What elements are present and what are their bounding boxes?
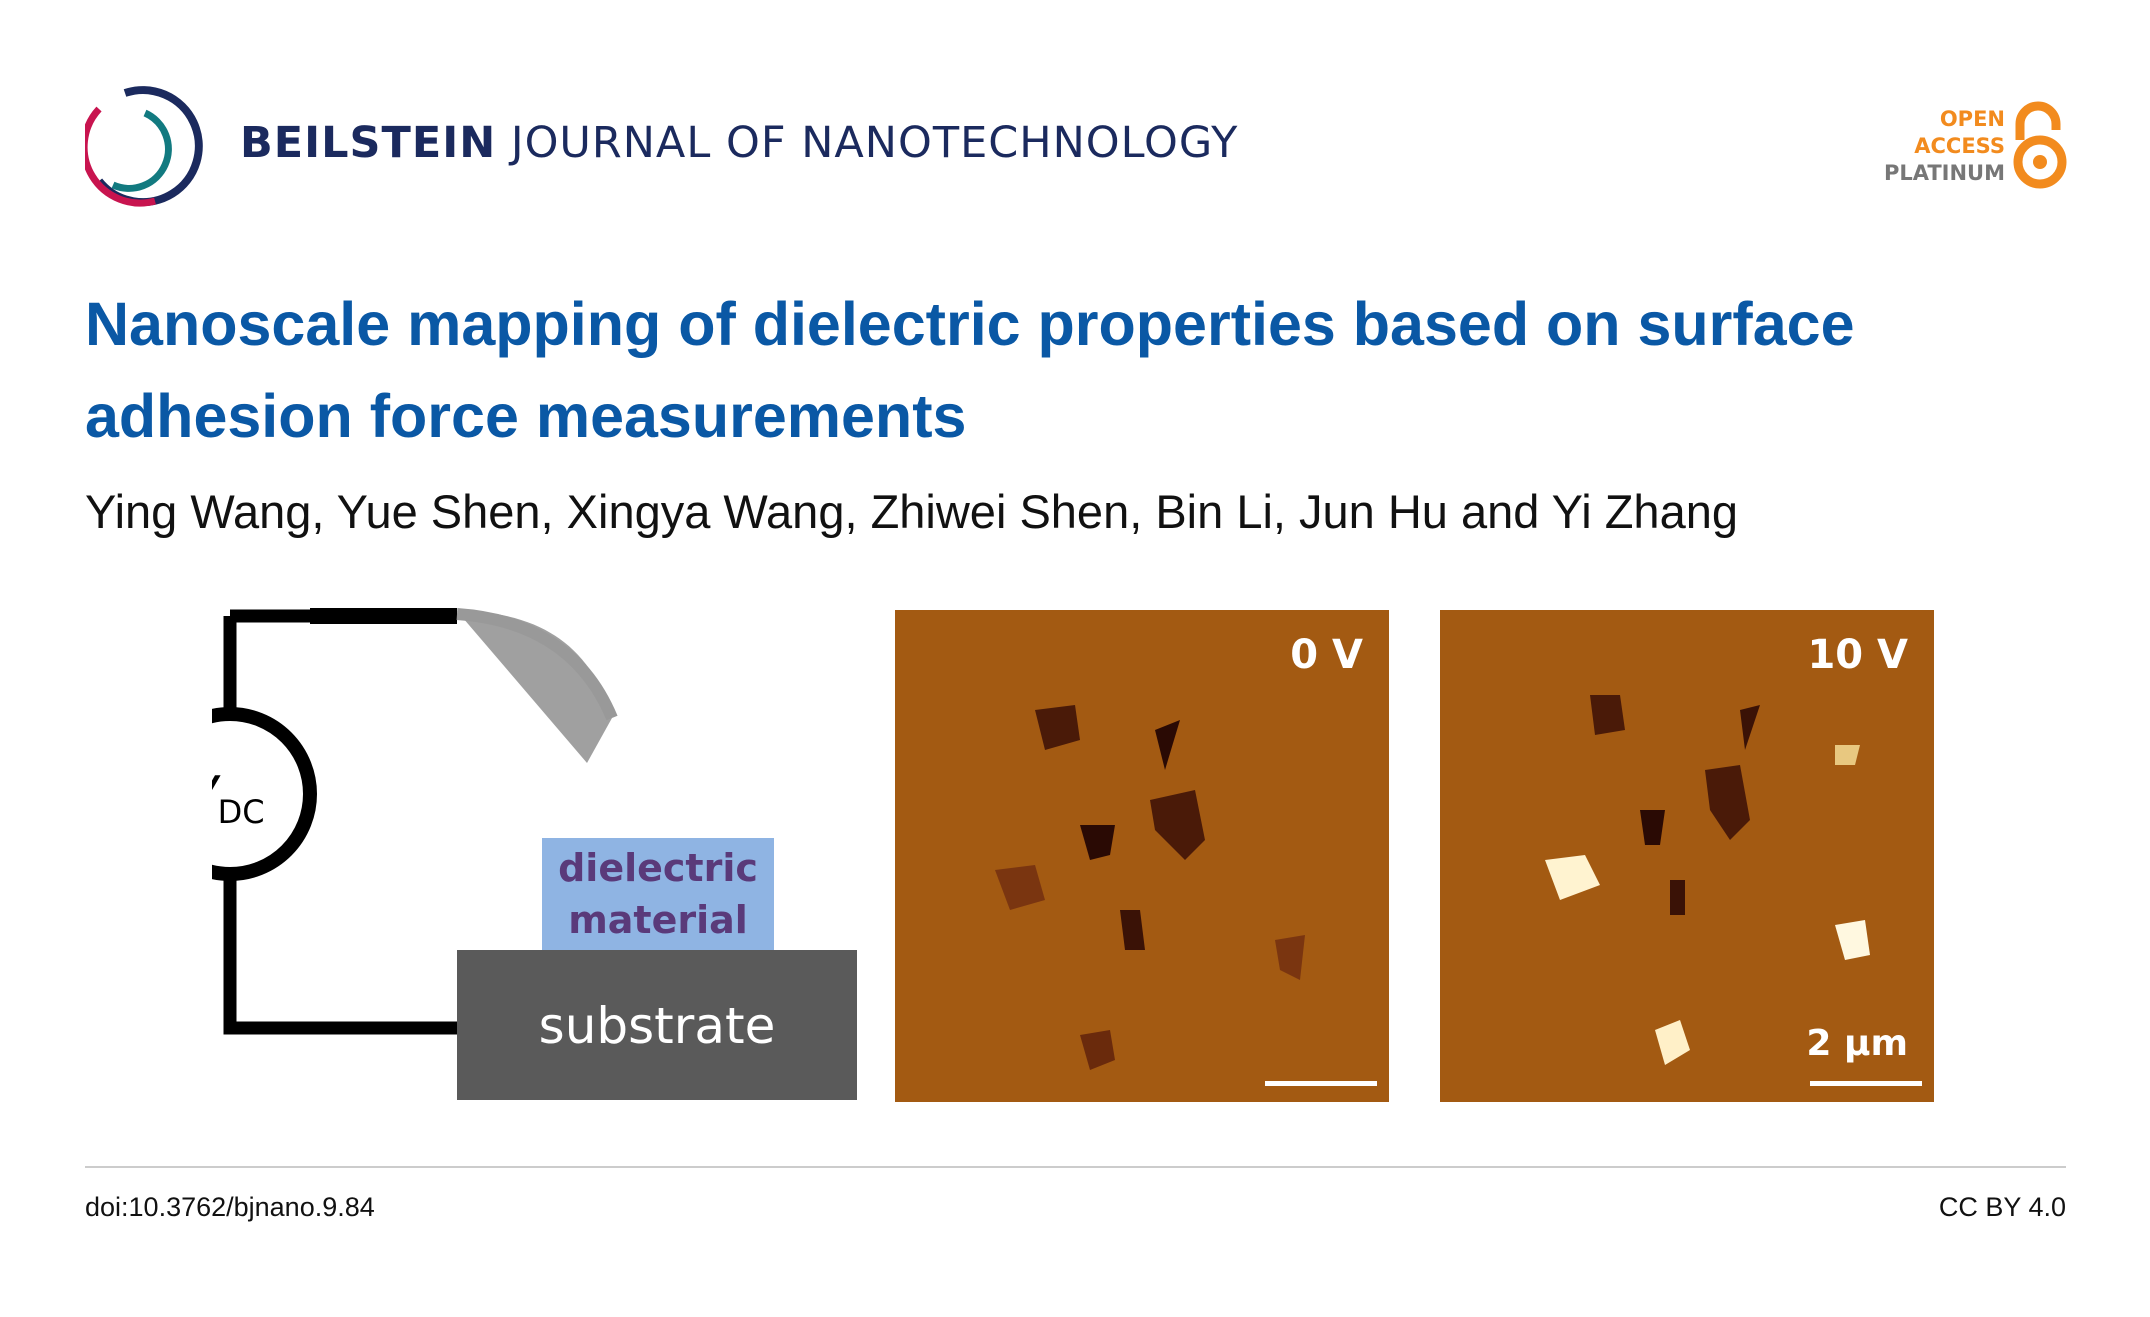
afm-image-10v: 10 V 2 µm [1440, 610, 1934, 1102]
open-access-badge: OPEN ACCESS PLATINUM [1883, 107, 2005, 185]
voltage-source-label: VDC [212, 766, 265, 831]
article-title: Nanoscale mapping of dielectric properti… [85, 290, 1855, 450]
footer-divider [85, 1166, 2066, 1168]
svg-text:dielectric: dielectric [558, 846, 758, 890]
license-label: CC BY 4.0 [1938, 1192, 2066, 1222]
journal-name: BEILSTEIN JOURNAL OF NANOTECHNOLOGY [240, 118, 1239, 168]
article-authors: Ying Wang, Yue Shen, Xingya Wang, Zhiwei… [85, 485, 1738, 538]
voltage-label-0v: 0 V [1290, 632, 1363, 678]
measurement-schematic: VDC dielectric material substrate [212, 608, 857, 1100]
svg-text:material: material [568, 898, 748, 942]
voltage-label-10v: 10 V [1807, 632, 1908, 678]
afm-image-0v: 0 V [895, 610, 1389, 1102]
beilstein-logo [85, 86, 203, 207]
doi-link[interactable]: doi:10.3762/bjnano.9.84 [85, 1192, 375, 1222]
svg-text:substrate: substrate [539, 997, 776, 1055]
scale-bar [1810, 1081, 1922, 1086]
open-lock-icon [2013, 101, 2067, 189]
scale-bar-label: 2 µm [1806, 1023, 1908, 1064]
scale-bar [1265, 1081, 1377, 1086]
